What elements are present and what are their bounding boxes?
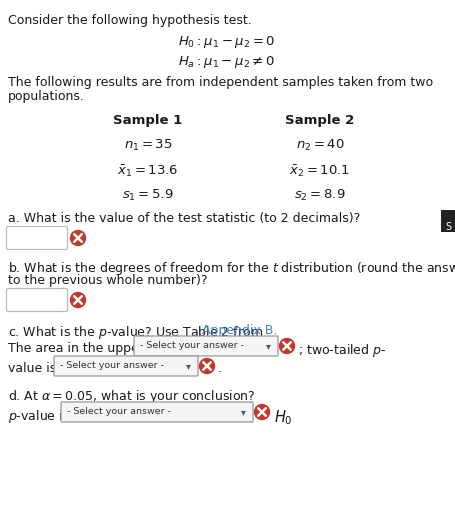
Text: ▾: ▾ — [186, 361, 191, 371]
FancyBboxPatch shape — [61, 402, 253, 422]
Text: - Select your answer -: - Select your answer - — [140, 341, 244, 351]
Text: $H_0$: $H_0$ — [274, 408, 293, 427]
FancyBboxPatch shape — [6, 227, 67, 249]
Text: - Select your answer -: - Select your answer - — [67, 407, 171, 417]
Text: value is: value is — [8, 362, 60, 375]
Circle shape — [254, 404, 269, 420]
Text: c. What is the $p$-value? Use Table 2 from: c. What is the $p$-value? Use Table 2 fr… — [8, 324, 264, 341]
FancyBboxPatch shape — [6, 288, 67, 312]
Text: ▾: ▾ — [241, 407, 245, 417]
Circle shape — [71, 293, 86, 307]
FancyBboxPatch shape — [441, 210, 455, 232]
Text: $n_1 = 35$: $n_1 = 35$ — [124, 138, 172, 153]
Text: $p$-value is: $p$-value is — [8, 408, 71, 425]
Text: a. What is the value of the test statistic (to 2 decimals)?: a. What is the value of the test statist… — [8, 212, 360, 225]
Circle shape — [71, 231, 86, 246]
Text: Sample 2: Sample 2 — [285, 114, 354, 127]
FancyBboxPatch shape — [134, 336, 278, 356]
Text: Consider the following hypothesis test.: Consider the following hypothesis test. — [8, 14, 252, 27]
Circle shape — [199, 358, 214, 373]
Circle shape — [279, 338, 294, 353]
Text: Sample 1: Sample 1 — [113, 114, 182, 127]
Text: $H_0 : \mu_1 - \mu_2 = 0$: $H_0 : \mu_1 - \mu_2 = 0$ — [178, 34, 276, 50]
Text: ; two-tailed $p$-: ; two-tailed $p$- — [298, 342, 386, 359]
Text: $s_2 = 8.9$: $s_2 = 8.9$ — [294, 188, 346, 203]
Text: to the previous whole number)?: to the previous whole number)? — [8, 274, 207, 287]
Text: $H_a : \mu_1 - \mu_2 \neq 0$: $H_a : \mu_1 - \mu_2 \neq 0$ — [178, 54, 276, 70]
Text: $n_2 = 40$: $n_2 = 40$ — [296, 138, 344, 153]
Text: $\bar{x}_1 = 13.6$: $\bar{x}_1 = 13.6$ — [117, 163, 179, 179]
Text: The area in the upper tail is: The area in the upper tail is — [8, 342, 186, 355]
Text: b. What is the degrees of freedom for the $t$ distribution (round the answer: b. What is the degrees of freedom for th… — [8, 260, 455, 277]
FancyBboxPatch shape — [54, 356, 198, 376]
Text: $s_1 = 5.9$: $s_1 = 5.9$ — [122, 188, 174, 203]
Text: populations.: populations. — [8, 90, 85, 103]
Text: .: . — [218, 362, 222, 375]
Text: - Select your answer -: - Select your answer - — [60, 362, 164, 370]
Text: The following results are from independent samples taken from two: The following results are from independe… — [8, 76, 433, 89]
Text: $\bar{x}_2 = 10.1$: $\bar{x}_2 = 10.1$ — [289, 163, 350, 179]
Text: ▾: ▾ — [266, 341, 270, 351]
Text: S: S — [445, 222, 451, 232]
Text: Appendix B.: Appendix B. — [202, 324, 278, 337]
Text: d. At $\alpha = 0.05$, what is your conclusion?: d. At $\alpha = 0.05$, what is your conc… — [8, 388, 255, 405]
